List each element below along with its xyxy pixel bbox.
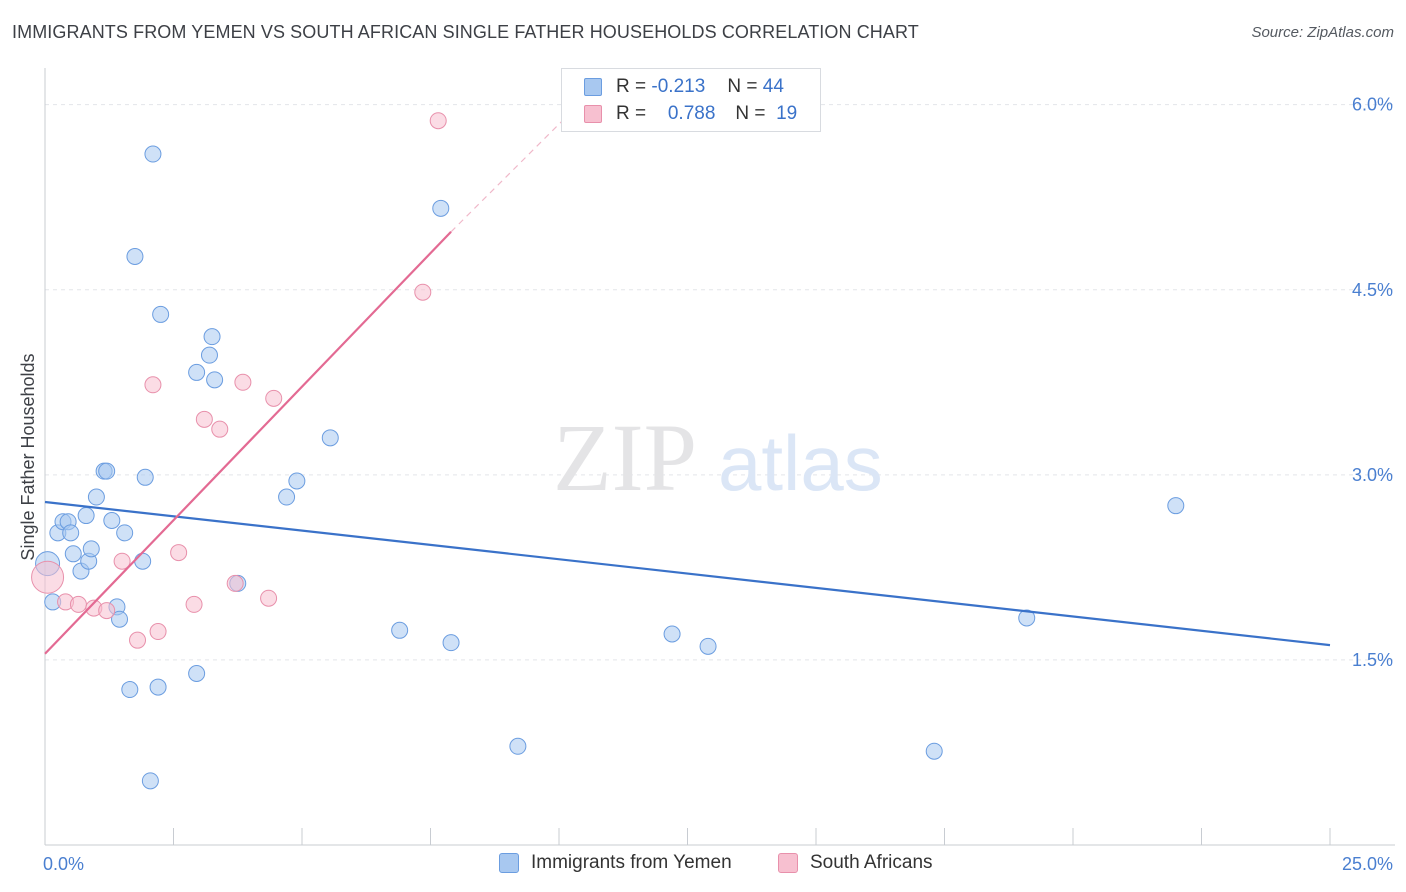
point-yemen-10 [82, 540, 100, 558]
point-yemen-17 [116, 524, 134, 542]
point-south-africans-0 [31, 560, 65, 594]
point-south-africans-16 [265, 389, 283, 407]
point-yemen-24 [149, 678, 167, 696]
point-yemen-41 [925, 742, 943, 760]
point-south-africans-12 [211, 420, 229, 438]
series-label-south-africans: South Africans [810, 852, 933, 873]
y-tick-label-3: 6.0% [1352, 95, 1393, 115]
legend-r-label: R = [616, 103, 647, 124]
point-south-africans-11 [195, 410, 213, 428]
tick-labels: 1.5% 3.0% 4.5% 6.0% 0.0% 25.0% [43, 95, 1393, 874]
point-south-africans-8 [149, 623, 167, 641]
point-yemen-40 [699, 637, 717, 655]
point-yemen-42 [1018, 609, 1036, 627]
point-yemen-32 [278, 488, 296, 506]
point-yemen-27 [188, 363, 206, 381]
series-swatch-yemen [499, 853, 519, 873]
legend-row-yemen: R = -0.213 N = 44 [584, 74, 784, 100]
series-legend-yemen[interactable]: Immigrants from Yemen [499, 852, 732, 874]
point-south-africans-9 [170, 544, 188, 562]
data-points [31, 112, 1185, 790]
x-tick-label-0: 0.0% [43, 854, 84, 874]
legend-n-value-yemen: 44 [762, 76, 784, 97]
point-yemen-35 [391, 621, 409, 639]
point-south-africans-18 [429, 112, 447, 130]
trend-line-south-africans [44, 231, 452, 655]
point-yemen-21 [136, 468, 154, 486]
point-south-africans-4 [98, 602, 116, 620]
point-yemen-16 [111, 610, 129, 628]
point-yemen-25 [152, 305, 170, 323]
legend-r-label: R = [616, 76, 647, 97]
y-tick-label-0: 1.5% [1352, 650, 1393, 670]
point-yemen-34 [321, 429, 339, 447]
series-swatch-south-africans [778, 853, 798, 873]
point-yemen-26 [188, 664, 206, 682]
point-yemen-8 [77, 507, 95, 525]
watermark: ZIP atlas [553, 404, 883, 511]
y-tick-label-1: 3.0% [1352, 465, 1393, 485]
y-tick-label-2: 4.5% [1352, 280, 1393, 300]
correlation-legend: R = -0.213 N = 44 R = 0.788 N = 19 [561, 68, 821, 132]
series-label-yemen: Immigrants from Yemen [531, 852, 732, 873]
trend-line-yemen [44, 500, 1331, 647]
point-south-africans-5 [113, 552, 131, 570]
point-yemen-13 [98, 462, 116, 480]
legend-swatch-south-africans [584, 105, 602, 123]
legend-r-value-yemen: -0.213 [651, 76, 706, 97]
x-tick-label-1: 25.0% [1342, 854, 1393, 874]
series-legend-south-africans[interactable]: South Africans [778, 852, 933, 874]
point-south-africans-10 [185, 595, 203, 613]
source-label: Source: ZipAtlas.com [1251, 24, 1394, 41]
point-yemen-38 [509, 737, 527, 755]
point-yemen-20 [134, 552, 152, 570]
legend-n-label: N = [727, 76, 758, 97]
point-yemen-5 [62, 524, 80, 542]
chart-title: IMMIGRANTS FROM YEMEN VS SOUTH AFRICAN S… [12, 22, 919, 42]
point-south-africans-13 [226, 574, 244, 592]
point-south-africans-7 [144, 376, 162, 394]
legend-n-label: N = [735, 103, 766, 124]
point-yemen-23 [144, 145, 162, 163]
y-axis-label: Single Father Households [18, 353, 38, 560]
point-yemen-6 [64, 545, 82, 563]
point-yemen-33 [288, 472, 306, 490]
point-yemen-22 [141, 772, 159, 790]
point-yemen-36 [432, 199, 450, 217]
point-south-africans-17 [414, 283, 432, 301]
point-yemen-37 [442, 634, 460, 652]
series-legend: Immigrants from Yemen South Africans [0, 852, 1406, 878]
point-south-africans-6 [129, 631, 147, 649]
point-south-africans-14 [234, 373, 252, 391]
watermark-atlas: atlas [718, 419, 883, 507]
legend-row-south-africans: R = 0.788 N = 19 [584, 101, 797, 127]
point-yemen-30 [206, 371, 224, 389]
legend-r-value-south-africans: 0.788 [667, 103, 716, 124]
legend-n-value-south-africans: 19 [776, 103, 798, 124]
point-yemen-11 [87, 488, 105, 506]
point-yemen-39 [663, 625, 681, 643]
point-yemen-43 [1167, 497, 1185, 515]
point-yemen-18 [121, 681, 139, 699]
axes [44, 68, 1395, 846]
point-south-africans-15 [260, 589, 278, 607]
point-yemen-14 [103, 511, 121, 529]
point-yemen-28 [200, 346, 218, 364]
point-yemen-29 [203, 328, 221, 346]
point-yemen-19 [126, 247, 144, 265]
point-south-africans-2 [69, 595, 87, 613]
legend-swatch-yemen [584, 78, 602, 96]
watermark-zip: ZIP [553, 404, 697, 511]
